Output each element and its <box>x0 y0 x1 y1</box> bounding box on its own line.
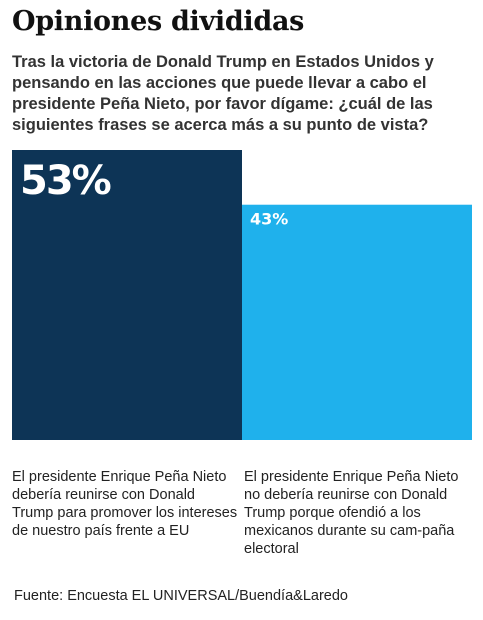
chart-title: Opiniones divididas <box>12 6 305 37</box>
chart-subtitle: Tras la victoria de Donald Trump en Esta… <box>12 53 434 134</box>
bar-2 <box>242 204 472 440</box>
source-note: Fuente: Encuesta EL UNIVERSAL/Buendía&La… <box>14 588 348 604</box>
bar-chart-canvas: 53% 43% <box>12 150 472 440</box>
bar-value-label-2: 43% <box>250 210 288 229</box>
bar-value-label-1: 53% <box>20 158 111 204</box>
category-label-2: El presidente Enrique Peña Nieto no debe… <box>244 469 459 557</box>
bar-chart: 53% 43% <box>0 150 483 450</box>
bar-1 <box>12 150 242 440</box>
category-label-1: El presidente Enrique Peña Nieto debería… <box>12 469 238 539</box>
